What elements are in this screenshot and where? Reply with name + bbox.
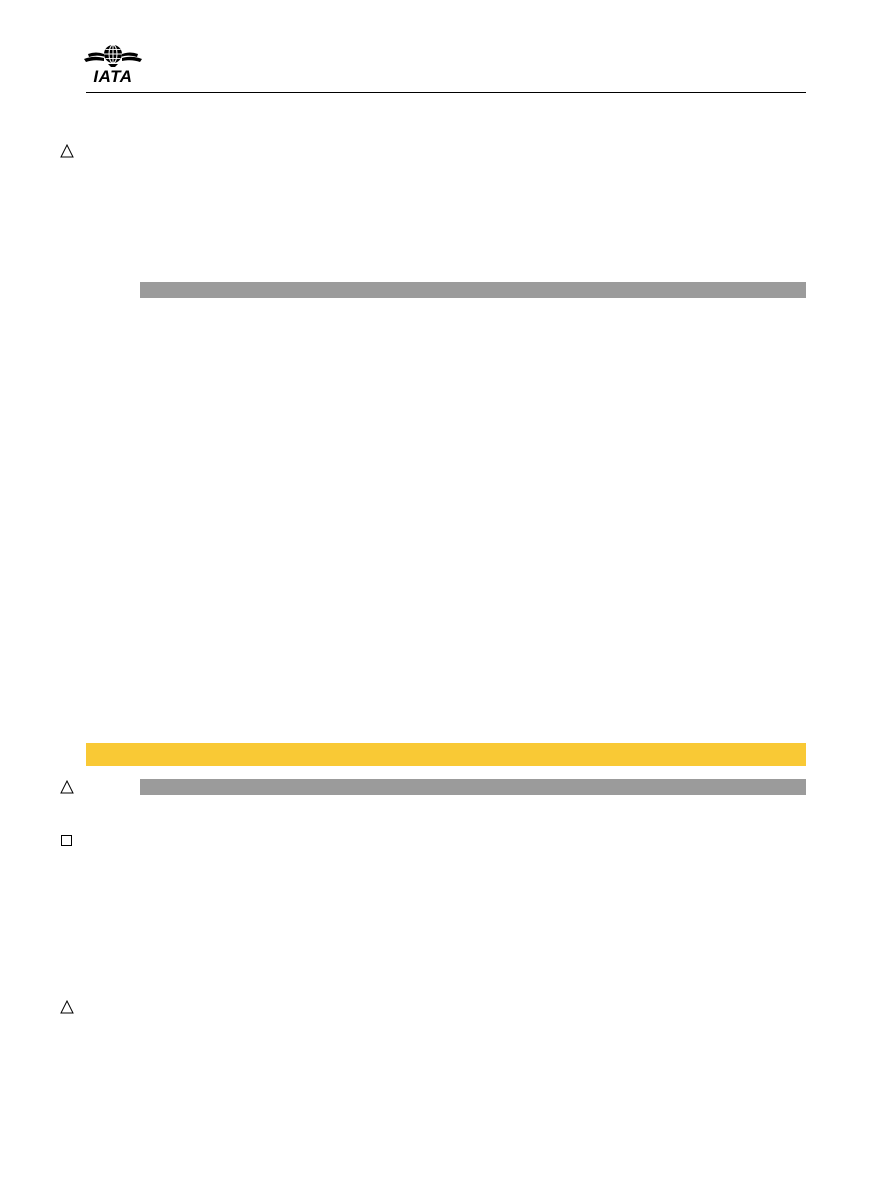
triangle-icon (60, 144, 74, 158)
triangle-icon (60, 1000, 74, 1014)
iata-logo: IATA (82, 42, 144, 88)
gray-section-bar (140, 779, 806, 795)
logo-text: IATA (93, 67, 133, 86)
triangle-icon (60, 780, 74, 794)
square-icon (60, 834, 74, 848)
globe-wings-icon (84, 44, 142, 67)
yellow-highlight-bar (86, 743, 806, 766)
gray-section-bar (140, 282, 806, 298)
header-rule (86, 92, 806, 93)
